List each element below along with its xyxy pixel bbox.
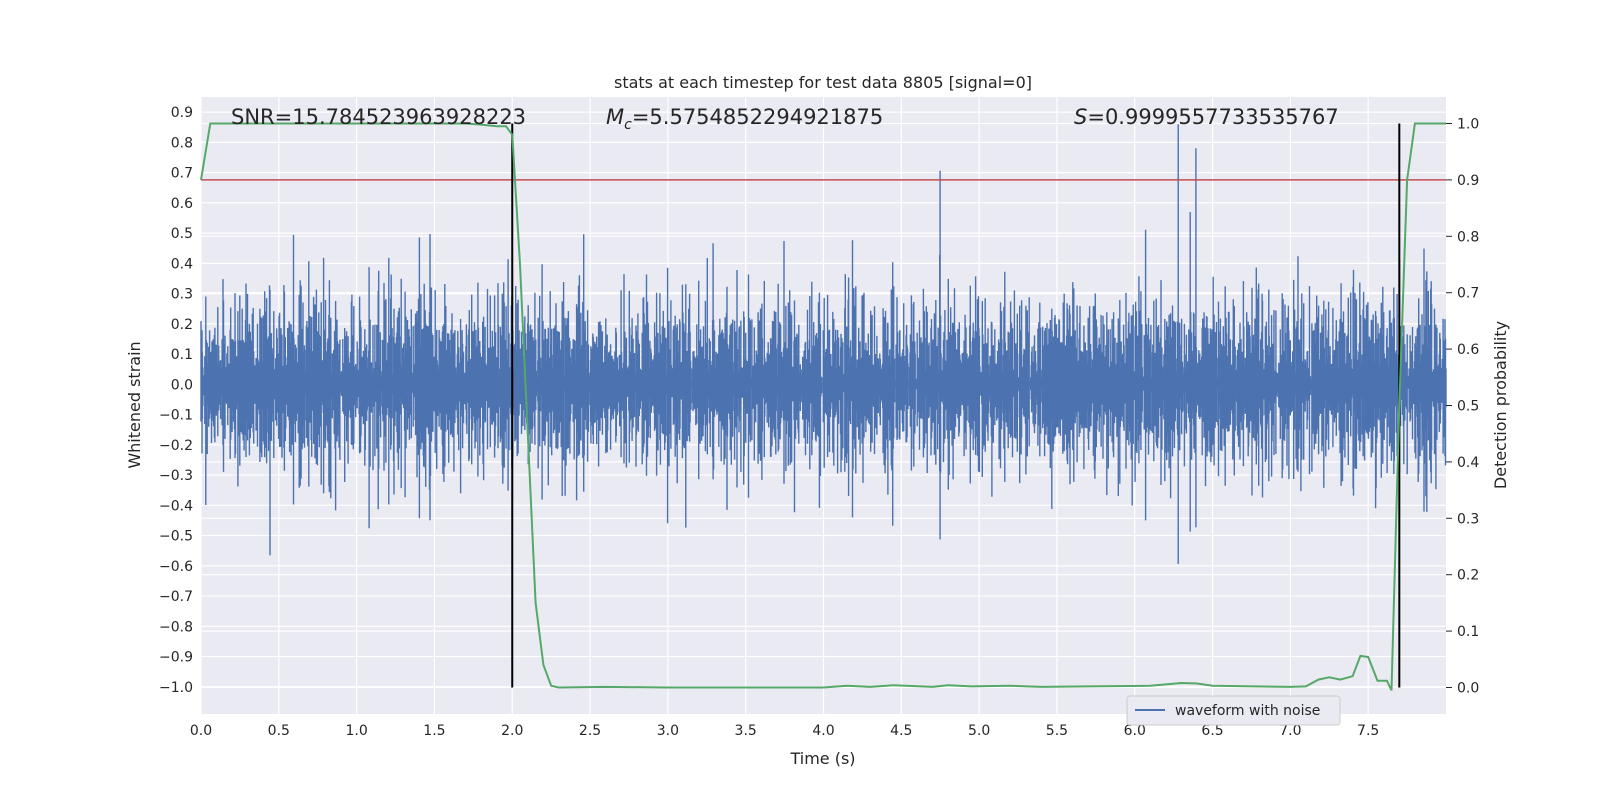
legend-box (1126, 695, 1341, 726)
y-tick-label: −0.8 (159, 619, 193, 635)
y-tick-label: 0.0 (171, 377, 193, 393)
y-axis-label: Whitened strain (125, 341, 144, 468)
y2-tick-label: 0.9 (1457, 173, 1479, 189)
y-tick-label: 0.2 (171, 317, 193, 333)
mc-annotation: Mc=5.5754852294921875 (606, 105, 883, 133)
x-tick-label: 6.5 (1201, 723, 1223, 739)
x-tick-label: 3.0 (657, 723, 679, 739)
y-tick-label: −0.5 (159, 529, 193, 545)
y2-tick-label: 1.0 (1457, 117, 1479, 133)
x-axis: 0.0 0.5 1.0 1.5 2.0 2.5 3.0 3.5 4.0 4.5 5.0 5.5 6.0 6… (190, 723, 1379, 739)
y-tick-label: 0.6 (171, 196, 193, 212)
waveform-series (200, 124, 1447, 564)
x-tick-label: 1.5 (423, 723, 445, 739)
x-tick-label: 5.0 (968, 723, 990, 739)
y-tick-label: 0.1 (171, 347, 193, 363)
legend-label: waveform with noise (1175, 703, 1320, 719)
y-tick-label: −0.4 (159, 498, 193, 514)
y-tick-label: −0.2 (159, 438, 193, 454)
y-tick-label: 0.5 (171, 226, 193, 242)
probability-series (200, 122, 1446, 691)
y-axis: 0.9 0.8 0.7 0.6 0.5 0.4 0.3 0.2 0.1 0.0 −0.1 −0.2 −0… (159, 105, 193, 696)
y-tick-label: 0.4 (171, 256, 193, 272)
x-tick-label: 6.0 (1124, 723, 1146, 739)
y2-tick-label: 0.3 (1457, 511, 1479, 527)
y2-tick-label: 0.7 (1457, 286, 1479, 302)
x-tick-label: 7.5 (1357, 723, 1379, 739)
y-tick-label: −0.7 (159, 589, 193, 605)
waveform-line (200, 124, 1447, 564)
y-tick-label: −0.6 (159, 559, 193, 575)
y-tick-label: 0.9 (171, 105, 193, 121)
y2-axis-label: Detection probability (1491, 321, 1510, 489)
s-annotation: S=0.9999557733535767 (1074, 105, 1339, 129)
x-tick-label: 0.5 (268, 723, 290, 739)
snr-annotation: SNR=15.784523963928223 (231, 105, 526, 129)
y2-tick-label: 0.8 (1457, 229, 1479, 245)
mc-value: =5.5754852294921875 (632, 105, 883, 129)
y2-tick-label: 0.6 (1457, 342, 1479, 358)
x-tick-label: 5.5 (1046, 723, 1068, 739)
y-tick-label: 0.3 (171, 287, 193, 303)
x-tick-label: 1.0 (345, 723, 367, 739)
y2-tick-label: 0.2 (1457, 568, 1479, 584)
y-tick-label: −0.1 (159, 408, 193, 424)
y2-tick-label: 0.4 (1457, 455, 1479, 471)
y-tick-label: −0.9 (159, 650, 193, 666)
x-tick-label: 4.0 (812, 723, 834, 739)
y-tick-label: 0.7 (171, 166, 193, 182)
y-tick-label: −0.3 (159, 468, 193, 484)
x-tick-label: 2.5 (579, 723, 601, 739)
mc-subscript: c (624, 117, 632, 133)
x-tick-label: 7.0 (1279, 723, 1301, 739)
legend: waveform with noise (1126, 695, 1341, 726)
x-tick-label: 4.5 (890, 723, 912, 739)
s-value: =0.9999557733535767 (1087, 105, 1338, 129)
chart-title: stats at each timestep for test data 880… (614, 73, 1032, 92)
y2-tick-label: 0.0 (1457, 680, 1479, 696)
y-tick-label: 0.8 (171, 135, 193, 151)
x-axis-label: Time (s) (789, 749, 855, 768)
y2-tick-label: 0.1 (1457, 624, 1479, 640)
y-tick-label: −1.0 (159, 680, 193, 696)
probability-line (200, 122, 1446, 691)
y2-axis: 1.0 0.9 0.8 0.7 0.6 0.5 0.4 0.3 0.2 0.1 0.0 (1446, 117, 1479, 696)
x-tick-label: 0.0 (190, 723, 212, 739)
x-tick-label: 3.5 (735, 723, 757, 739)
x-tick-label: 2.0 (501, 723, 523, 739)
mc-symbol: M (606, 105, 624, 129)
y2-tick-label: 0.5 (1457, 399, 1479, 415)
s-symbol: S (1074, 105, 1087, 129)
